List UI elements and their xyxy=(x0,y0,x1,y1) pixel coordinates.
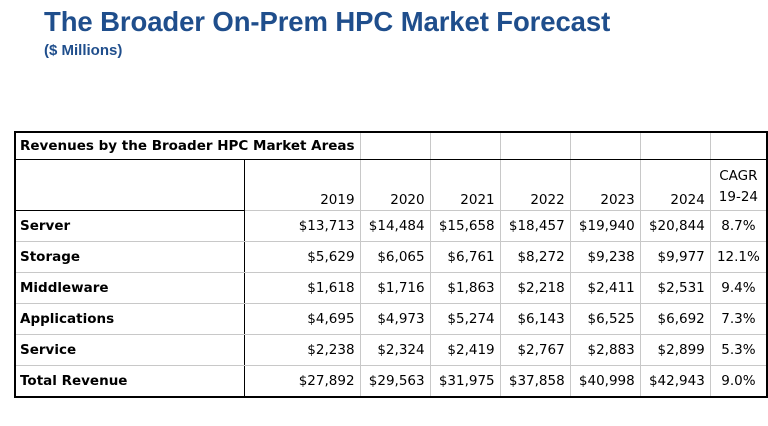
table-header-row: 2019 2020 2021 2022 2023 2024 CAGR 19-24 xyxy=(13,159,768,211)
value-cell: $29,563 xyxy=(359,365,431,398)
cagr-cell: 7.3% xyxy=(709,303,768,335)
page-subtitle: ($ Millions) xyxy=(44,42,123,59)
table-caption-row: Revenues by the Broader HPC Market Areas xyxy=(13,131,768,160)
value-cell: $42,943 xyxy=(639,365,711,398)
value-cell: $4,973 xyxy=(359,303,431,335)
value-cell: $1,716 xyxy=(359,272,431,304)
value-cell: $2,531 xyxy=(639,272,711,304)
cagr-cell: 8.7% xyxy=(709,210,768,242)
value-cell: $14,484 xyxy=(359,210,431,242)
revenue-table: Revenues by the Broader HPC Market Areas… xyxy=(13,131,768,398)
header-label-cell xyxy=(13,159,245,211)
column-header-year: 2022 xyxy=(499,159,571,211)
value-cell: $2,324 xyxy=(359,334,431,366)
cagr-cell: 5.3% xyxy=(709,334,768,366)
page-title: The Broader On-Prem HPC Market Forecast xyxy=(44,6,611,37)
value-cell: $9,238 xyxy=(569,241,641,273)
cagr-cell: 9.0% xyxy=(709,365,768,398)
row-label: Applications xyxy=(13,303,245,335)
value-cell: $1,618 xyxy=(243,272,361,304)
table-caption: Revenues by the Broader HPC Market Areas xyxy=(13,131,361,160)
value-cell: $40,998 xyxy=(569,365,641,398)
value-cell: $2,767 xyxy=(499,334,571,366)
row-label: Service xyxy=(13,334,245,366)
value-cell: $2,218 xyxy=(499,272,571,304)
row-label: Server xyxy=(13,210,245,242)
value-cell: $6,065 xyxy=(359,241,431,273)
table-row: Server $13,713 $14,484 $15,658 $18,457 $… xyxy=(13,210,768,242)
value-cell: $18,457 xyxy=(499,210,571,242)
value-cell: $13,713 xyxy=(243,210,361,242)
value-cell: $6,143 xyxy=(499,303,571,335)
row-label: Total Revenue xyxy=(13,365,245,398)
value-cell: $19,940 xyxy=(569,210,641,242)
cagr-cell: 12.1% xyxy=(709,241,768,273)
column-header-year: 2019 xyxy=(243,159,361,211)
table-row: Storage $5,629 $6,065 $6,761 $8,272 $9,2… xyxy=(13,241,768,273)
value-cell: $2,411 xyxy=(569,272,641,304)
row-label: Storage xyxy=(13,241,245,273)
cagr-header-line1: CAGR xyxy=(719,168,758,184)
column-header-year: 2020 xyxy=(359,159,431,211)
cagr-header-line2: 19-24 xyxy=(718,189,758,205)
table-row: Applications $4,695 $4,973 $5,274 $6,143… xyxy=(13,303,768,335)
table-row-total: Total Revenue $27,892 $29,563 $31,975 $3… xyxy=(13,365,768,398)
value-cell: $31,975 xyxy=(429,365,501,398)
value-cell: $6,525 xyxy=(569,303,641,335)
value-cell: $27,892 xyxy=(243,365,361,398)
cagr-cell: 9.4% xyxy=(709,272,768,304)
value-cell: $1,863 xyxy=(429,272,501,304)
table-row: Service $2,238 $2,324 $2,419 $2,767 $2,8… xyxy=(13,334,768,366)
value-cell: $5,629 xyxy=(243,241,361,273)
table-row: Middleware $1,618 $1,716 $1,863 $2,218 $… xyxy=(13,272,768,304)
value-cell: $5,274 xyxy=(429,303,501,335)
column-header-cagr: CAGR 19-24 xyxy=(709,159,768,211)
value-cell: $9,977 xyxy=(639,241,711,273)
column-header-year: 2024 xyxy=(639,159,711,211)
column-header-year: 2023 xyxy=(569,159,641,211)
column-header-year: 2021 xyxy=(429,159,501,211)
row-label: Middleware xyxy=(13,272,245,304)
value-cell: $20,844 xyxy=(639,210,711,242)
value-cell: $2,883 xyxy=(569,334,641,366)
value-cell: $37,858 xyxy=(499,365,571,398)
value-cell: $4,695 xyxy=(243,303,361,335)
value-cell: $2,899 xyxy=(639,334,711,366)
value-cell: $6,692 xyxy=(639,303,711,335)
value-cell: $2,419 xyxy=(429,334,501,366)
value-cell: $8,272 xyxy=(499,241,571,273)
value-cell: $2,238 xyxy=(243,334,361,366)
value-cell: $6,761 xyxy=(429,241,501,273)
value-cell: $15,658 xyxy=(429,210,501,242)
